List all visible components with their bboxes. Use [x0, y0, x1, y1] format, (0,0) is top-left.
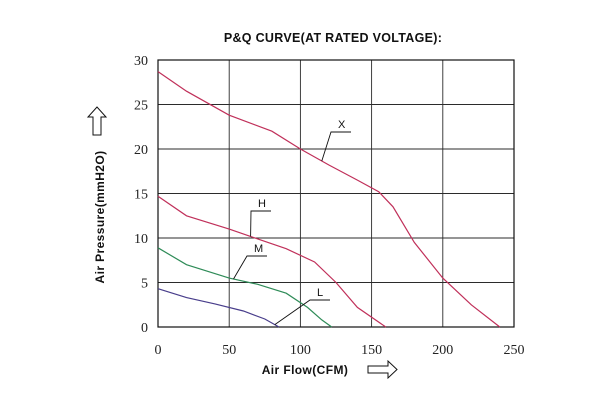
y-tick-label: 5 [141, 277, 148, 292]
y-axis-title: Air Pressure(mmH2O) [93, 151, 107, 284]
y-tick-label: 30 [134, 54, 148, 69]
x-tick-label: 0 [155, 343, 162, 358]
series-label-h: H [258, 198, 266, 210]
grid [157, 59, 515, 328]
series-line-m [157, 247, 333, 328]
series-line-h [157, 195, 387, 328]
x-tick-label: 150 [361, 343, 382, 358]
chart-title: P&Q CURVE(AT RATED VOLTAGE): [224, 31, 442, 45]
series-line-x [157, 71, 501, 328]
series-line-l [157, 288, 280, 328]
x-tick-label: 50 [222, 343, 236, 358]
series-label-x: X [338, 119, 346, 131]
series-label-m: M [254, 243, 263, 255]
y-tick-label: 10 [134, 232, 148, 247]
up-arrow-icon [86, 106, 108, 136]
series-labels: X H M L [233, 119, 351, 325]
right-arrow-icon [367, 359, 398, 380]
leader-line-h [250, 210, 271, 237]
leader-line-m [233, 255, 267, 280]
x-tick-label: 100 [290, 343, 311, 358]
plot-frame [157, 59, 515, 328]
curves [157, 71, 501, 328]
y-tick-label: 0 [141, 321, 148, 336]
y-tick-label: 25 [134, 99, 148, 114]
y-tick-labels: 0 5 10 15 20 25 30 [134, 54, 148, 336]
series-label-l: L [317, 287, 323, 299]
leader-line-l [274, 299, 330, 325]
leader-line-x [321, 131, 351, 162]
y-tick-label: 15 [134, 188, 148, 203]
x-axis-title: Air Flow(CFM) [262, 363, 349, 377]
x-tick-labels: 0 50 100 150 200 250 [155, 343, 525, 358]
y-tick-label: 20 [134, 143, 148, 158]
x-tick-label: 250 [504, 343, 525, 358]
x-tick-label: 200 [432, 343, 453, 358]
